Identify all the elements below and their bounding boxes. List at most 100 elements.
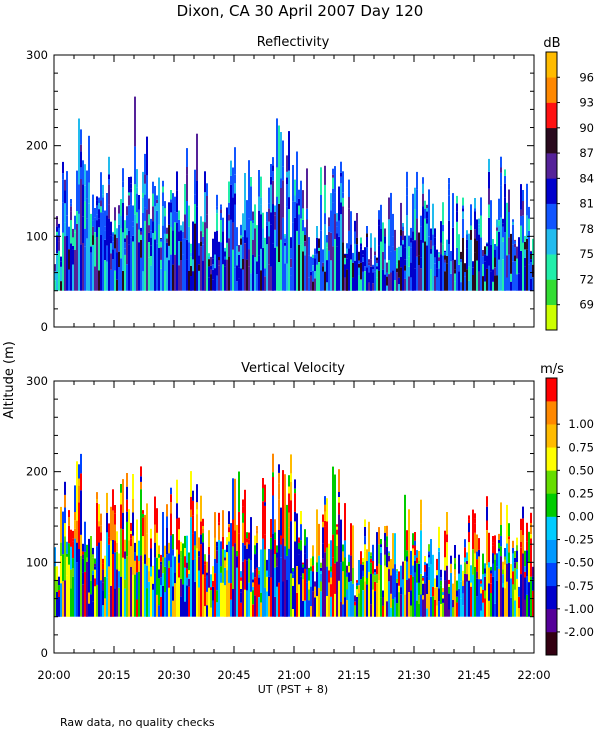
- reflectivity-cell: [164, 211, 166, 217]
- velocity-cell: [394, 533, 396, 565]
- velocity-cell: [134, 574, 136, 617]
- velocity-cell: [320, 562, 322, 568]
- velocity-cell: [150, 534, 152, 539]
- velocity-cell: [370, 558, 372, 563]
- reflectivity-cell: [486, 249, 488, 256]
- velocity-cell: [322, 521, 324, 528]
- y-axis-label: Altitude (m): [2, 341, 17, 419]
- reflectivity-cell: [344, 257, 346, 265]
- reflectivity-cell: [162, 225, 164, 291]
- reflectivity-cell: [218, 241, 220, 257]
- velocity-cell: [356, 582, 358, 586]
- velocity-cell: [172, 534, 174, 550]
- reflectivity-cell: [248, 249, 250, 267]
- reflectivity-cell: [532, 264, 534, 278]
- velocity-cell: [320, 570, 322, 574]
- reflectivity-cell: [96, 237, 98, 291]
- velocity-cell: [298, 543, 300, 550]
- reflectivity-cell: [92, 244, 94, 291]
- reflectivity-cell: [336, 213, 338, 222]
- reflectivity-cell: [418, 265, 420, 291]
- reflectivity-cell: [252, 223, 254, 240]
- reflectivity-cell: [448, 178, 450, 184]
- velocity-cell: [344, 540, 346, 558]
- velocity-cell: [236, 567, 238, 617]
- reflectivity-cell: [414, 240, 416, 269]
- velocity-cell: [236, 551, 238, 557]
- reflectivity-cell: [132, 241, 134, 291]
- velocity-cell: [192, 533, 194, 560]
- reflectivity-cell: [282, 180, 284, 218]
- reflectivity-cell: [110, 269, 112, 291]
- velocity-cell: [122, 557, 124, 617]
- velocity-cell: [318, 587, 320, 617]
- reflectivity-cell: [84, 185, 86, 202]
- reflectivity-cell: [364, 271, 366, 291]
- velocity-cell: [246, 560, 248, 591]
- velocity-cell: [88, 592, 90, 604]
- reflectivity-cell: [156, 216, 158, 244]
- velocity-cell: [522, 553, 524, 617]
- velocity-cell: [512, 553, 514, 572]
- velocity-cell: [510, 578, 512, 598]
- reflectivity-cell: [178, 231, 180, 241]
- velocity-cell: [188, 570, 190, 574]
- reflectivity-cell: [458, 234, 460, 265]
- velocity-cell: [128, 509, 130, 541]
- reflectivity-cell: [62, 202, 64, 233]
- velocity-cell: [396, 579, 398, 583]
- reflectivity-cell: [510, 281, 512, 291]
- velocity-cell: [204, 554, 206, 562]
- reflectivity-cell: [276, 167, 278, 197]
- reflectivity-cell: [264, 276, 266, 291]
- x-tick-label: 21:00: [277, 668, 310, 682]
- reflectivity-cell: [486, 268, 488, 291]
- velocity-cell: [216, 563, 218, 591]
- velocity-cell: [450, 563, 452, 573]
- velocity-cell: [432, 596, 434, 617]
- reflectivity-cell: [364, 247, 366, 267]
- velocity-cell: [86, 561, 88, 584]
- velocity-cell: [132, 498, 134, 513]
- velocity-cell: [92, 574, 94, 602]
- velocity-cell: [352, 568, 354, 584]
- reflectivity-cell: [432, 245, 434, 291]
- velocity-cell: [386, 536, 388, 547]
- velocity-cell: [294, 479, 296, 489]
- reflectivity-cell: [82, 184, 84, 217]
- velocity-cell: [254, 569, 256, 578]
- reflectivity-cell: [274, 205, 276, 212]
- reflectivity-cell: [268, 221, 270, 237]
- velocity-cell: [504, 564, 506, 589]
- reflectivity-cell: [94, 232, 96, 239]
- reflectivity-cell: [450, 251, 452, 254]
- velocity-cell: [180, 551, 182, 558]
- reflectivity-cell: [316, 253, 318, 265]
- velocity-cell: [74, 538, 76, 617]
- reflectivity-cell: [354, 231, 356, 244]
- reflectivity-cell: [376, 277, 378, 291]
- velocity-cell: [520, 518, 522, 531]
- reflectivity-cell: [320, 167, 322, 195]
- velocity-cell: [236, 524, 238, 551]
- x-tick-label: 21:45: [457, 668, 490, 682]
- velocity-cell: [288, 475, 290, 487]
- reflectivity-cell: [262, 228, 264, 240]
- reflectivity-cell: [528, 230, 530, 247]
- reflectivity-cell: [306, 168, 308, 209]
- velocity-cell: [532, 590, 534, 617]
- velocity-cell: [204, 606, 206, 617]
- velocity-cell: [514, 551, 516, 558]
- reflectivity-cell: [352, 252, 354, 263]
- reflectivity-cell: [92, 220, 94, 227]
- reflectivity-cell: [90, 252, 92, 291]
- velocity-cell: [180, 578, 182, 597]
- reflectivity-cell: [112, 236, 114, 242]
- reflectivity-cell: [460, 269, 462, 283]
- reflectivity-cell: [348, 179, 350, 197]
- reflectivity-cell: [202, 236, 204, 245]
- reflectivity-cell: [374, 251, 376, 256]
- velocity-cell: [196, 548, 198, 617]
- reflectivity-cell: [210, 265, 212, 270]
- velocity-cell: [368, 571, 370, 617]
